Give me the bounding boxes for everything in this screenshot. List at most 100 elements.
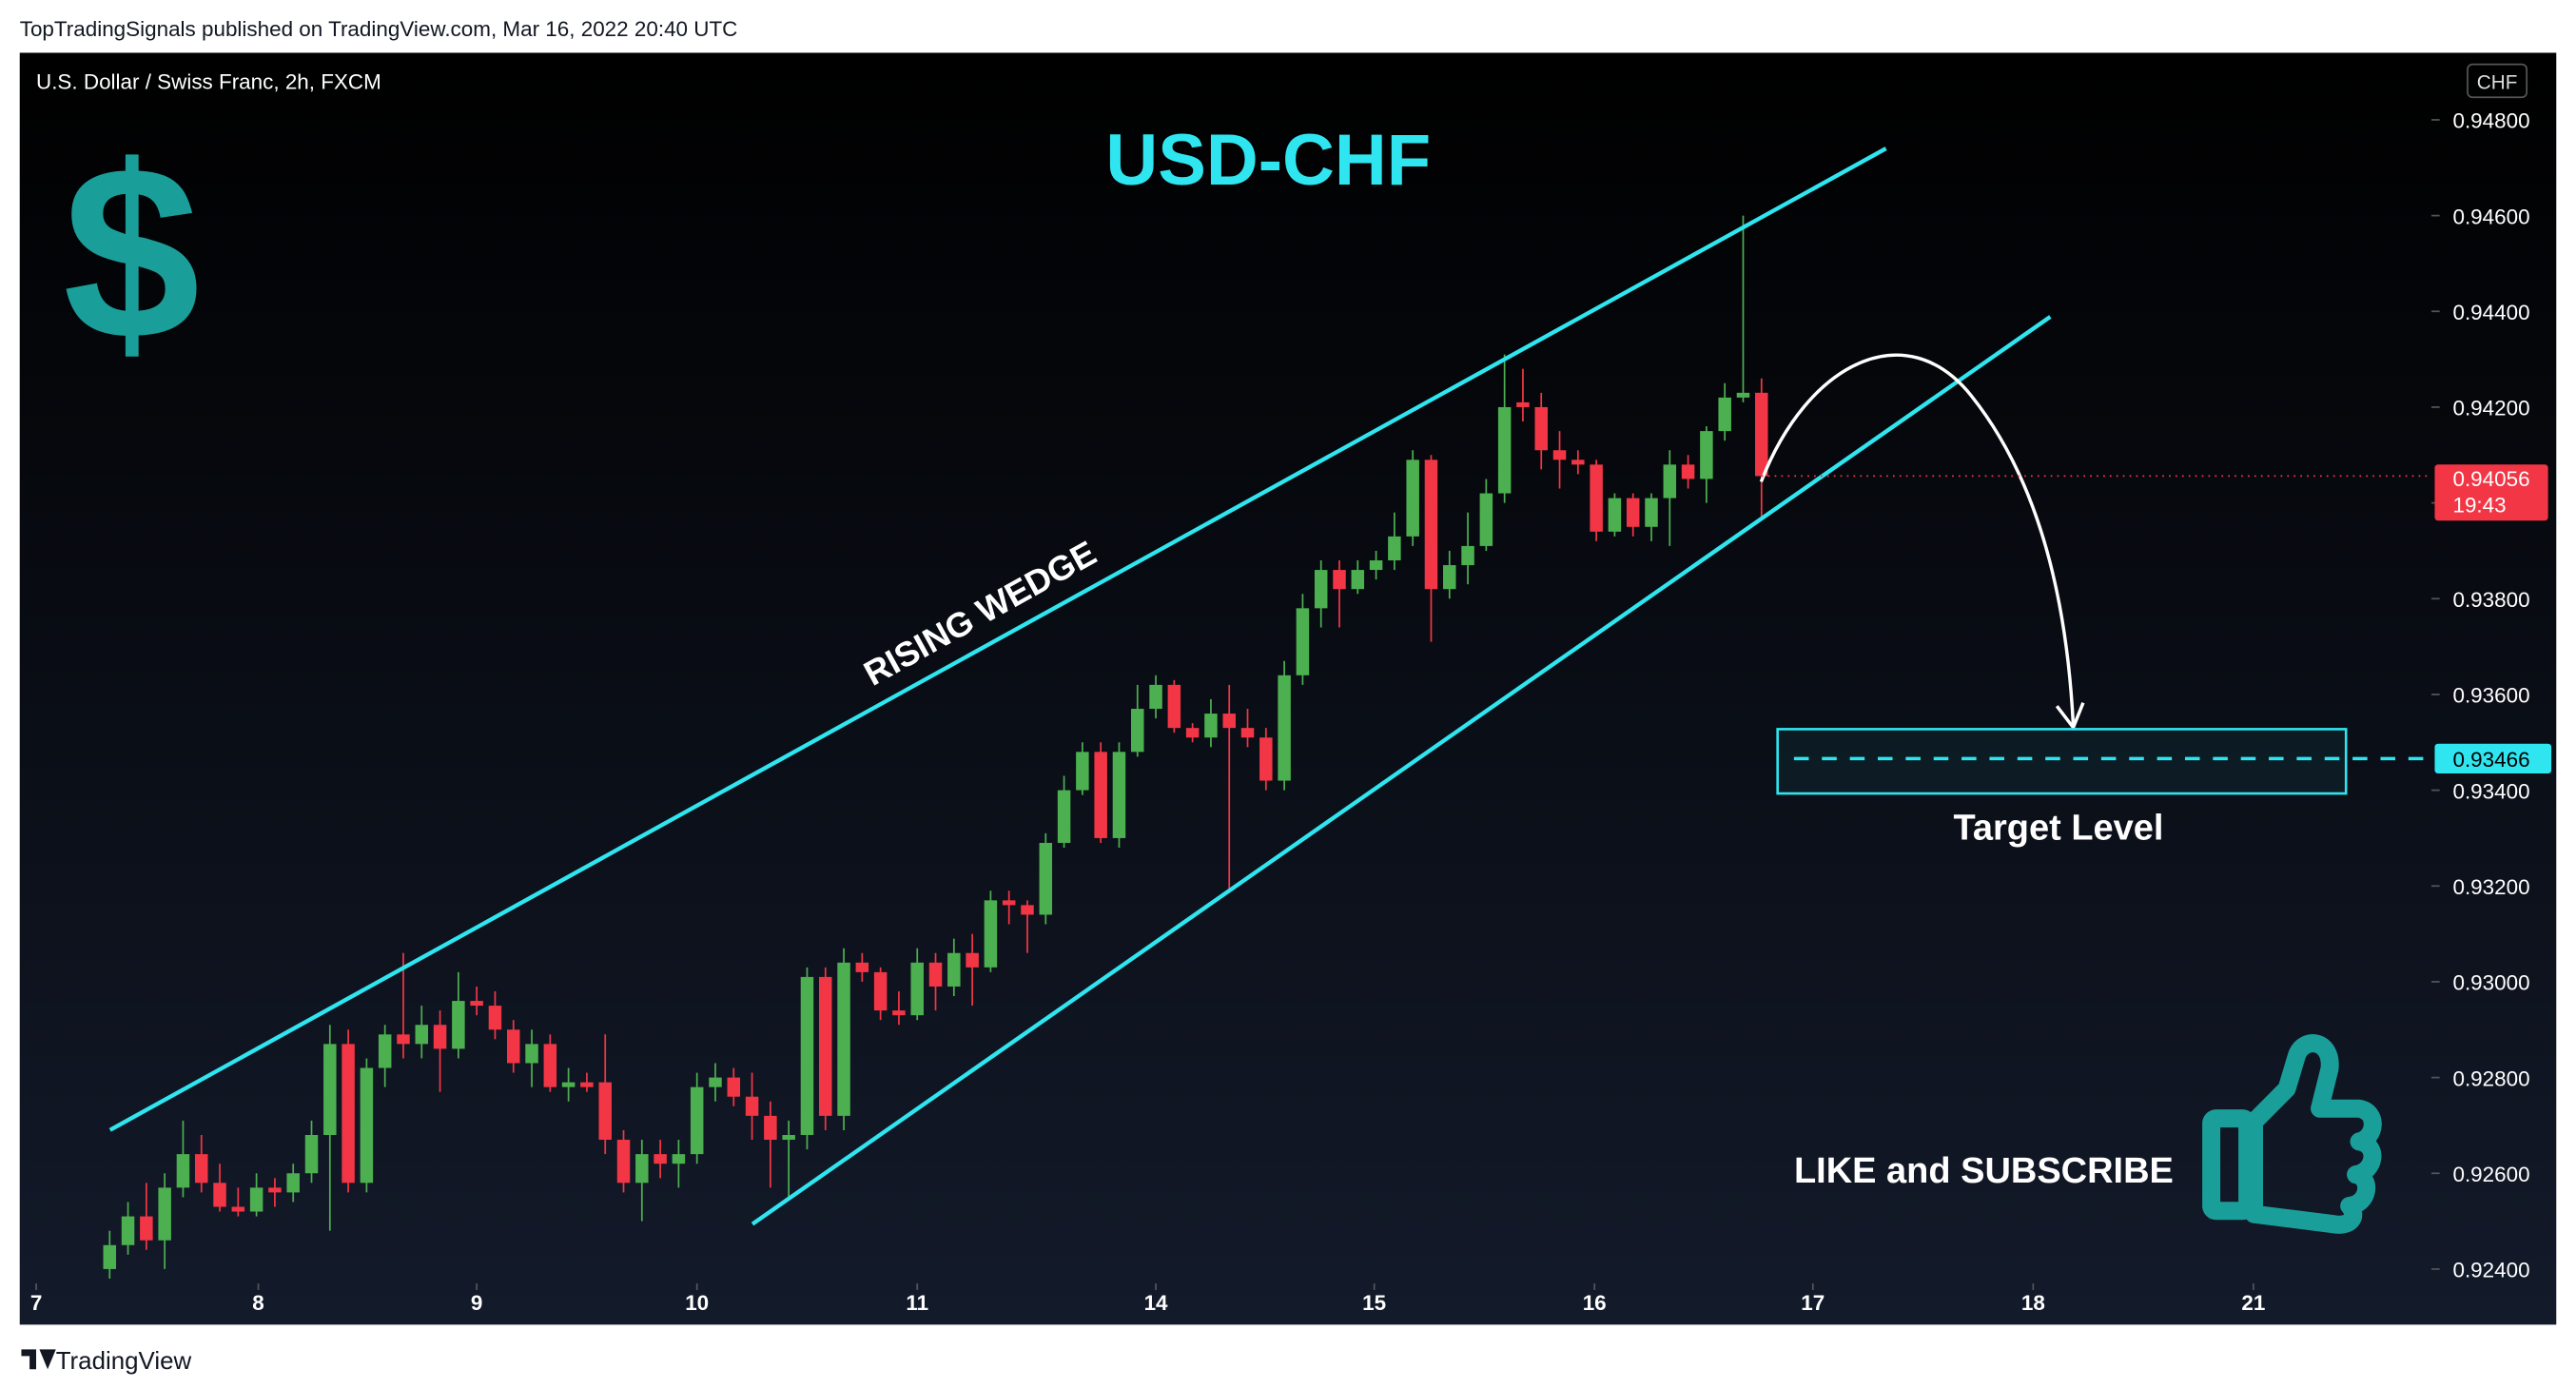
candle-body [543, 1044, 557, 1087]
candle-body [176, 1154, 190, 1188]
candle-body [873, 971, 888, 1011]
candle-body [1112, 752, 1126, 838]
y-tick-label: 0.93200 [2452, 875, 2529, 899]
candle-body [1608, 498, 1622, 532]
candle-body [1021, 905, 1034, 915]
wedge-upper-line [108, 147, 1887, 1132]
currency: CHF [2477, 72, 2518, 94]
candle-body [1663, 464, 1677, 499]
candle-body [654, 1154, 667, 1164]
candle-body [1626, 498, 1640, 527]
candle-body [1369, 560, 1383, 571]
candle-body [984, 900, 998, 968]
candle-body [928, 962, 943, 987]
candle-body [764, 1115, 777, 1141]
candle-body [1700, 431, 1713, 479]
candle-body [892, 1010, 906, 1016]
candle-body [304, 1134, 319, 1174]
candle-body [782, 1134, 795, 1141]
candle-body [1755, 392, 1768, 477]
candle-body [1333, 570, 1346, 590]
target-box [1776, 728, 2348, 795]
candle-body [1076, 752, 1089, 791]
last-price-box [2434, 464, 2548, 521]
candle-body [709, 1077, 722, 1087]
candle-body [1461, 545, 1474, 566]
countdown-label: 19:43 [2452, 494, 2506, 518]
candle-body [249, 1187, 263, 1212]
candle-body [1185, 728, 1200, 738]
candle-body [1534, 406, 1548, 451]
candle-body [672, 1154, 686, 1164]
candle-body [342, 1044, 355, 1184]
candle-body [415, 1025, 429, 1045]
target-price-box [2434, 743, 2552, 773]
candle-body [378, 1034, 392, 1068]
candle-body [800, 976, 814, 1135]
candle-body [1259, 737, 1273, 781]
candle-body [966, 952, 979, 968]
candle-body [1296, 608, 1310, 675]
candle-body [690, 1086, 704, 1155]
y-tick-label: 0.94800 [2452, 109, 2529, 133]
candle-body [1240, 728, 1255, 738]
y-tick-label: 0.92400 [2452, 1259, 2529, 1282]
target-price-label: 0.93466 [2452, 748, 2529, 772]
candle-body [1149, 684, 1162, 710]
candle-body [121, 1216, 135, 1245]
candle-body [1516, 401, 1530, 407]
candle-body [397, 1034, 410, 1045]
candle-body [1718, 397, 1731, 432]
candles [103, 215, 1768, 1279]
candle-body [561, 1082, 576, 1087]
candle-body [1167, 684, 1181, 729]
currency-box [2467, 63, 2528, 99]
candle-body [360, 1067, 374, 1184]
candle-body [1736, 392, 1750, 398]
candle-body [213, 1183, 226, 1207]
candle-body [488, 1006, 502, 1030]
candle-body [286, 1173, 300, 1193]
candle-body [580, 1082, 594, 1087]
wedge-lower-line [751, 315, 2052, 1226]
candle-body [1057, 790, 1071, 843]
candle-body [1351, 570, 1365, 590]
x-tick-label: 21 [2241, 1291, 2265, 1315]
candle-body [506, 1029, 520, 1064]
chart-title: USD-CHF [1105, 120, 1431, 201]
candle-body [158, 1187, 171, 1241]
candle-body [1571, 460, 1585, 465]
x-tick-label: 8 [252, 1291, 263, 1315]
y-tick-label: 0.94200 [2452, 397, 2529, 421]
candle-body [194, 1154, 208, 1184]
candle-body [452, 1001, 465, 1049]
candle-body [818, 976, 832, 1116]
projection-arrow [1759, 353, 2076, 727]
header: TopTradingSignals published on TradingVi… [20, 17, 738, 41]
candle-body [231, 1206, 245, 1212]
candle-body [470, 1001, 483, 1007]
candle-body [947, 952, 961, 987]
y-tick-label: 0.93400 [2452, 779, 2529, 803]
y-tick-label: 0.94600 [2452, 205, 2529, 228]
symbol: U.S. Dollar / Swiss Franc, 2h, FXCM [36, 70, 381, 94]
candle-body [1681, 464, 1695, 479]
candle-body [1590, 464, 1603, 532]
candle-body [1222, 714, 1236, 729]
x-tick-label: 11 [906, 1291, 928, 1315]
candle-body [103, 1244, 117, 1269]
thumbs-up-icon [2202, 1034, 2382, 1234]
arrow-head [2055, 702, 2085, 732]
candle-body [1002, 900, 1016, 906]
candle-body [1278, 675, 1291, 781]
y-tick-label: 0.94400 [2452, 301, 2529, 324]
candle-body [837, 962, 850, 1116]
candle-body [616, 1140, 631, 1184]
candle-body [1424, 460, 1438, 590]
candle-body [1443, 565, 1456, 590]
y-tick-label: 0.93000 [2452, 971, 2529, 995]
candle-body [910, 962, 924, 1016]
x-tick-label: 7 [30, 1291, 42, 1315]
candle-body [745, 1096, 759, 1116]
